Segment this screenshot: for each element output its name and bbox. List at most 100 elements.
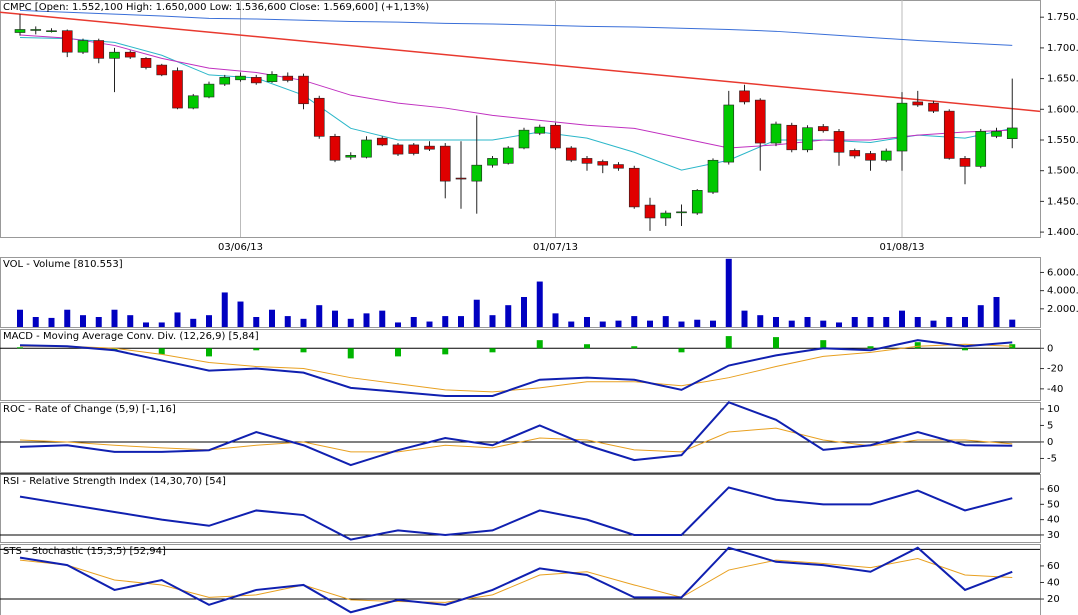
y-tick-label: 60	[1047, 484, 1060, 495]
x-tick-label: 03/06/13	[218, 242, 263, 253]
volume-bar	[158, 322, 165, 327]
volume-bar	[379, 310, 386, 327]
volume-bar	[788, 320, 795, 327]
volume-bar	[615, 320, 622, 327]
candle-body	[691, 190, 703, 214]
indicator-line	[19, 557, 1013, 603]
volume-bar	[143, 322, 149, 327]
histogram-bar	[158, 348, 165, 355]
panel-title: ROC - Rate of Change (5,9) [-1,16]	[3, 404, 176, 415]
candle-body	[959, 158, 971, 167]
volume-bar	[95, 317, 102, 327]
volume-bar	[631, 316, 638, 327]
volume-bar	[332, 310, 338, 327]
candle-body	[817, 126, 829, 132]
candle-body	[61, 30, 73, 53]
volume-bar	[442, 316, 449, 327]
volume-bar	[599, 321, 606, 327]
histogram-bar	[300, 348, 307, 353]
candle-body	[376, 137, 388, 146]
y-tick-label: 1.500.	[1047, 166, 1078, 177]
histogram-bar	[442, 348, 449, 355]
candle-body	[408, 144, 420, 154]
panel-frame	[0, 474, 1041, 543]
histogram-bar	[773, 337, 779, 349]
volume-bar	[820, 320, 827, 327]
candle-body	[597, 161, 609, 166]
candle-body	[502, 147, 514, 164]
candle-body	[660, 212, 672, 219]
histogram-bar	[914, 342, 921, 349]
volume-bar	[80, 315, 86, 327]
volume-bar	[190, 318, 197, 327]
volume-bar	[757, 315, 764, 327]
volume-bar	[127, 315, 134, 327]
volume-bar	[426, 321, 433, 327]
panel-frame	[0, 402, 1041, 473]
y-tick-label: 5	[1047, 420, 1053, 431]
volume-bar	[316, 305, 323, 327]
panel-title: STS - Stochastic (15,3,5) [52,94]	[3, 546, 166, 557]
histogram-bar	[584, 344, 590, 349]
volume-bar	[725, 258, 732, 327]
volume-bar	[64, 309, 71, 327]
moving-average	[19, 34, 1013, 149]
y-tick-label: 1.550.	[1047, 135, 1078, 146]
y-tick-label: 60	[1047, 561, 1060, 572]
volume-bar	[284, 316, 291, 327]
volume-bar	[206, 315, 212, 327]
candle-body	[613, 164, 624, 169]
volume-bar	[221, 292, 228, 327]
candle-body	[912, 101, 924, 106]
volume-bar	[48, 317, 55, 327]
volume-bar	[741, 310, 748, 327]
volume-bar	[568, 321, 575, 327]
candle-body	[439, 145, 451, 182]
panel-title: VOL - Volume [810.553]	[3, 259, 123, 270]
candle-body	[644, 204, 656, 219]
candle-body	[282, 75, 294, 81]
y-tick-label: 50	[1047, 499, 1060, 510]
candle-body	[991, 131, 1002, 137]
indicator-line	[19, 339, 1013, 397]
volume-bar	[914, 317, 921, 327]
candle-body	[565, 147, 577, 161]
volume-bar	[647, 320, 653, 327]
candle-body	[518, 129, 530, 149]
y-tick-label: 40	[1047, 515, 1060, 526]
volume-bar	[473, 299, 480, 327]
indicator-line	[19, 401, 1013, 467]
histogram-bar	[111, 348, 118, 351]
candle-body	[928, 102, 939, 112]
candle-body	[1006, 127, 1018, 140]
candle-body	[424, 145, 435, 150]
candle-body	[770, 123, 782, 144]
candle-body	[754, 99, 766, 144]
histogram-bar	[725, 336, 732, 349]
volume-bar	[32, 317, 39, 327]
volume-bar	[662, 316, 669, 327]
candle-body	[455, 177, 467, 180]
volume-bar	[962, 317, 968, 327]
volume-bar	[347, 318, 354, 327]
candle-body	[298, 75, 309, 105]
volume-bar	[237, 301, 244, 327]
volume-bar	[584, 317, 590, 327]
candle-body	[124, 51, 136, 58]
volume-bar	[300, 318, 307, 327]
y-tick-label: -40	[1047, 384, 1063, 395]
candle-body	[880, 150, 892, 161]
candle-body	[550, 124, 561, 149]
y-tick-label: 30	[1047, 530, 1060, 541]
candle-body	[707, 159, 719, 193]
volume-bar	[395, 322, 401, 327]
panel-title: MACD - Moving Average Conv. Div. (12,26,…	[3, 331, 259, 342]
candle-body	[943, 110, 955, 159]
y-tick-label: 4.000.	[1047, 286, 1078, 297]
candle-body	[361, 139, 372, 158]
volume-bar	[804, 317, 811, 327]
histogram-bar	[867, 346, 874, 349]
indicator-line	[19, 546, 1013, 614]
y-tick-label: 1.600.	[1047, 104, 1078, 115]
histogram-bar	[347, 348, 354, 359]
